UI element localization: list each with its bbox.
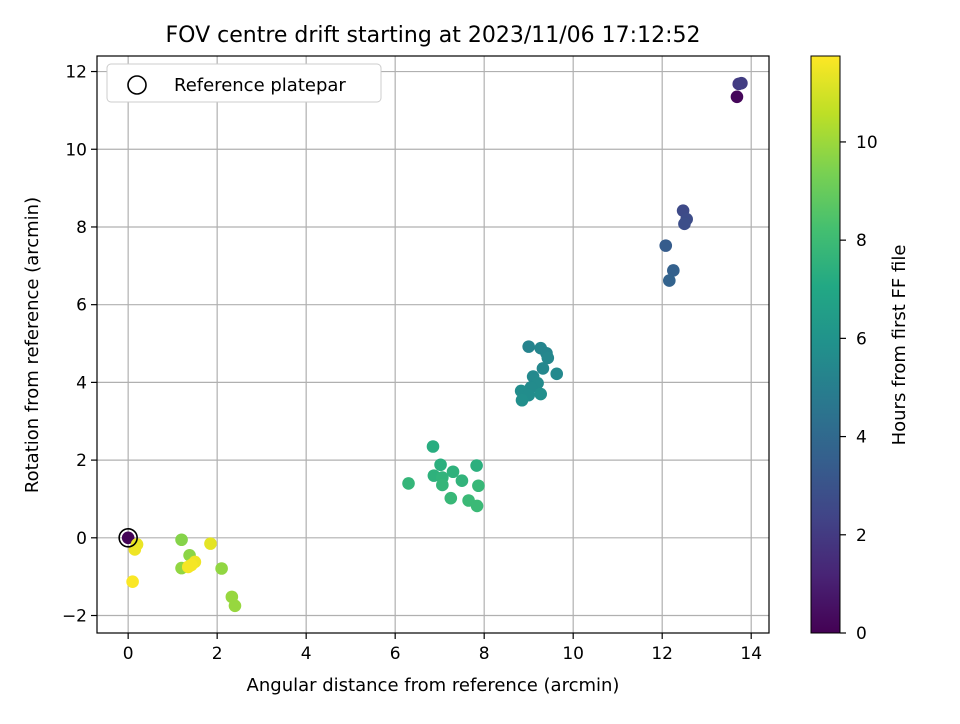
legend: Reference platepar <box>106 63 382 103</box>
data-point <box>522 340 535 353</box>
y-tick-label: 4 <box>76 373 87 393</box>
x-tick-label: 12 <box>651 644 673 664</box>
grid <box>97 56 769 633</box>
data-point <box>735 76 748 90</box>
data-point <box>126 575 139 589</box>
data-point <box>446 465 460 479</box>
data-point <box>534 387 547 401</box>
legend-box <box>106 63 382 103</box>
colorbar-tick-label: 4 <box>856 428 867 448</box>
data-point <box>472 479 485 493</box>
x-tick-label: 10 <box>562 644 584 664</box>
data-point <box>730 90 744 104</box>
colorbar: 0 2 4 6 8 10 Hours from first FF file <box>810 55 910 644</box>
y-tick-label: 2 <box>76 451 87 471</box>
legend-label: Reference platepar <box>174 75 346 96</box>
colorbar-tick-label: 2 <box>856 526 867 546</box>
colorbar-ticks: 0 2 4 6 8 10 <box>840 133 878 644</box>
colorbar-tick-label: 8 <box>856 231 867 251</box>
legend-marker-icon <box>127 75 147 95</box>
y-tick-label: −2 <box>62 607 87 627</box>
chart-title: FOV centre drift starting at 2023/11/06 … <box>166 23 701 48</box>
x-tick-label: 8 <box>479 644 490 664</box>
x-tick-label: 2 <box>212 644 223 664</box>
x-axis-label: Angular distance from reference (arcmin) <box>247 675 620 696</box>
data-point <box>215 562 228 575</box>
y-axis-label: Rotation from reference (arcmin) <box>22 197 43 493</box>
data-point <box>175 533 188 547</box>
data-point <box>455 474 469 487</box>
x-tick-label: 4 <box>301 644 312 664</box>
x-tick-label: 0 <box>123 644 134 664</box>
data-points <box>121 76 748 613</box>
data-point <box>426 440 440 453</box>
y-axis-ticks: −2 0 2 4 6 8 10 12 <box>62 63 97 627</box>
plot-frame <box>96 55 770 634</box>
data-point <box>667 264 680 277</box>
y-tick-label: 8 <box>76 218 87 238</box>
y-tick-label: 10 <box>65 140 87 160</box>
y-tick-label: 0 <box>76 529 87 549</box>
data-point <box>541 351 555 365</box>
data-point <box>515 393 529 407</box>
data-point <box>470 459 483 472</box>
x-tick-label: 14 <box>740 644 762 664</box>
data-point <box>444 491 458 505</box>
y-tick-label: 6 <box>76 296 87 316</box>
data-point <box>121 531 135 545</box>
data-point <box>678 217 691 231</box>
colorbar-tick-label: 0 <box>856 624 867 644</box>
data-point <box>402 477 415 490</box>
data-point <box>228 599 242 613</box>
data-point <box>434 458 447 472</box>
data-point <box>128 543 142 556</box>
data-point <box>659 239 673 252</box>
colorbar-label: Hours from first FF file <box>889 245 910 446</box>
x-tick-label: 6 <box>390 644 401 664</box>
y-tick-label: 12 <box>65 63 87 83</box>
reference-platepar-marker <box>118 528 138 548</box>
data-point <box>181 560 195 574</box>
colorbar-gradient <box>810 55 841 634</box>
reference-marker-layer <box>118 528 138 548</box>
data-point <box>436 478 449 492</box>
data-point <box>470 499 484 513</box>
data-point <box>536 362 550 375</box>
data-point <box>550 367 564 381</box>
colorbar-tick-label: 6 <box>856 329 867 349</box>
x-axis-ticks: 0 2 4 6 8 10 12 14 <box>123 633 762 664</box>
data-point <box>663 274 676 287</box>
colorbar-tick-label: 10 <box>856 133 878 153</box>
data-point <box>204 537 217 550</box>
